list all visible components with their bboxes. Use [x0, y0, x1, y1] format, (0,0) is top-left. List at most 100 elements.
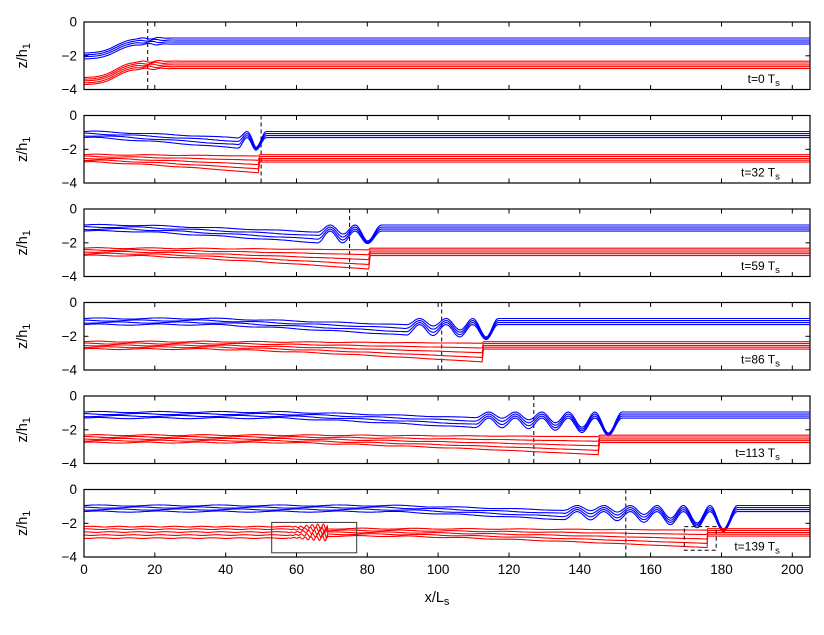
y-tick-label: −4 — [62, 269, 78, 284]
lower-interface-line — [83, 250, 810, 261]
y-tick-label: −4 — [62, 363, 78, 378]
y-tick-label: 0 — [69, 108, 77, 123]
y-axis-label: z/h1 — [15, 511, 33, 536]
y-axis-label: z/h1 — [15, 43, 33, 68]
lower-interface-line — [84, 527, 810, 540]
y-tick-label-text: −4 — [62, 456, 78, 471]
lower-interface-line — [83, 434, 810, 438]
x-tick-label: 20 — [147, 562, 162, 577]
y-tick-label: 0 — [69, 482, 77, 497]
lower-interface-line — [83, 60, 810, 79]
x-axis-label-text: s — [444, 596, 450, 608]
upper-interface-line — [83, 229, 810, 245]
y-tick-label-text: 0 — [69, 482, 77, 497]
lower-interface-line — [83, 159, 810, 170]
lower-interface-line — [83, 157, 810, 166]
upper-interface-line — [84, 135, 810, 150]
y-tick-label: −4 — [62, 456, 78, 471]
lower-interface-line — [83, 346, 810, 359]
time-label: t=139 Ts — [734, 540, 780, 557]
x-axis-label-text: x/L — [425, 590, 444, 606]
x-tick-label-text: 40 — [218, 562, 233, 577]
y-tick-label: −2 — [62, 329, 77, 344]
y-tick-label: −2 — [62, 422, 77, 437]
upper-interface-line — [83, 412, 810, 435]
time-label-text: t=113 T — [735, 446, 776, 460]
time-label-text: t=0 T — [748, 72, 776, 86]
panel-frame — [83, 21, 811, 91]
lower-interface-line — [83, 344, 810, 354]
axis-ticks — [83, 21, 810, 90]
upper-interface-line — [83, 506, 810, 531]
y-axis-label-text: z/h — [15, 423, 31, 442]
y-tick-label-text: 0 — [69, 15, 77, 30]
upper-interface-line — [83, 223, 810, 242]
y-tick-label-text: −4 — [62, 82, 78, 97]
lower-interface-line — [84, 524, 810, 536]
x-tick-label: 200 — [781, 562, 804, 577]
y-tick-label: −2 — [62, 516, 77, 531]
x-tick-label-text: 60 — [289, 562, 304, 577]
lower-interface-line — [83, 252, 810, 266]
y-tick-label: −2 — [62, 48, 77, 63]
lower-interface-line — [83, 437, 810, 447]
x-tick-label: 160 — [639, 562, 662, 577]
y-tick-label-text: 0 — [69, 202, 77, 217]
lower-interface-line — [84, 342, 810, 349]
panel-frame — [83, 395, 811, 465]
time-label-text: t=139 T — [734, 540, 775, 554]
axis-ticks — [83, 208, 810, 277]
x-axis: 0 20 40 60 80 100 120 140 160 180 200 x/Ls — [80, 562, 803, 608]
y-tick-label-text: −4 — [62, 269, 78, 284]
lower-interface-line — [84, 254, 810, 270]
panel-t113: 0 −2 −4 z/h1 t=113 Ts — [15, 389, 811, 471]
x-tick-label: 180 — [710, 562, 733, 577]
lower-interface-line — [84, 435, 810, 442]
y-tick-label: −2 — [62, 235, 77, 250]
y-axis-label-text: z/h — [15, 236, 31, 255]
upper-interface-line — [83, 323, 810, 341]
upper-interface-line — [83, 319, 810, 339]
x-tick-label: 40 — [218, 562, 233, 577]
time-label-text: s — [775, 359, 780, 370]
y-axis-label-text: 1 — [21, 230, 33, 236]
upper-interface-line — [84, 321, 810, 340]
y-tick-label: −4 — [62, 176, 78, 191]
panel-t32: 0 −2 −4 z/h1 t=32 Ts — [15, 108, 811, 191]
lower-interface-line — [84, 248, 810, 256]
y-tick-label-text: −2 — [62, 516, 77, 531]
time-label-text: t=59 T — [741, 259, 776, 273]
y-tick-label-text: 0 — [69, 389, 77, 404]
lower-interface-line — [83, 67, 810, 86]
time-label-text: s — [775, 78, 780, 89]
x-tick-label-text: 140 — [569, 562, 592, 577]
y-tick-label-text: −2 — [62, 48, 77, 63]
upper-interface-line — [83, 132, 810, 149]
lower-interface-line — [83, 153, 810, 157]
panel-t139: 0 −2 −4 z/h1 t=139 Ts — [15, 482, 811, 565]
y-tick-label-text: −2 — [62, 142, 77, 157]
lower-interface-line — [83, 340, 810, 344]
axis-ticks — [83, 302, 810, 371]
time-label: t=59 Ts — [741, 259, 780, 276]
y-tick-label: −2 — [62, 142, 77, 157]
y-axis-label-text: 1 — [21, 43, 33, 49]
upper-interface-line — [83, 38, 810, 56]
upper-interface-line — [83, 410, 810, 434]
time-label: t=86 Ts — [741, 353, 780, 370]
y-axis-label-text: 1 — [21, 137, 33, 143]
lower-interface-line — [83, 61, 810, 80]
y-axis-label-text: z/h — [15, 143, 31, 162]
y-tick-label: −4 — [62, 82, 78, 97]
upper-interface-line — [83, 130, 810, 148]
y-tick-label: −4 — [62, 550, 78, 565]
y-axis-label-text: z/h — [15, 517, 31, 536]
x-tick-label-text: 0 — [80, 562, 88, 577]
panel-frame — [83, 114, 811, 184]
inset-highlight-box — [271, 521, 358, 554]
x-tick-label-text: 80 — [360, 562, 375, 577]
y-axis-label-text: 1 — [21, 324, 33, 330]
y-axis-label-text: 1 — [21, 511, 33, 517]
panel-t59: 0 −2 −4 z/h1 t=59 Ts — [15, 202, 811, 284]
